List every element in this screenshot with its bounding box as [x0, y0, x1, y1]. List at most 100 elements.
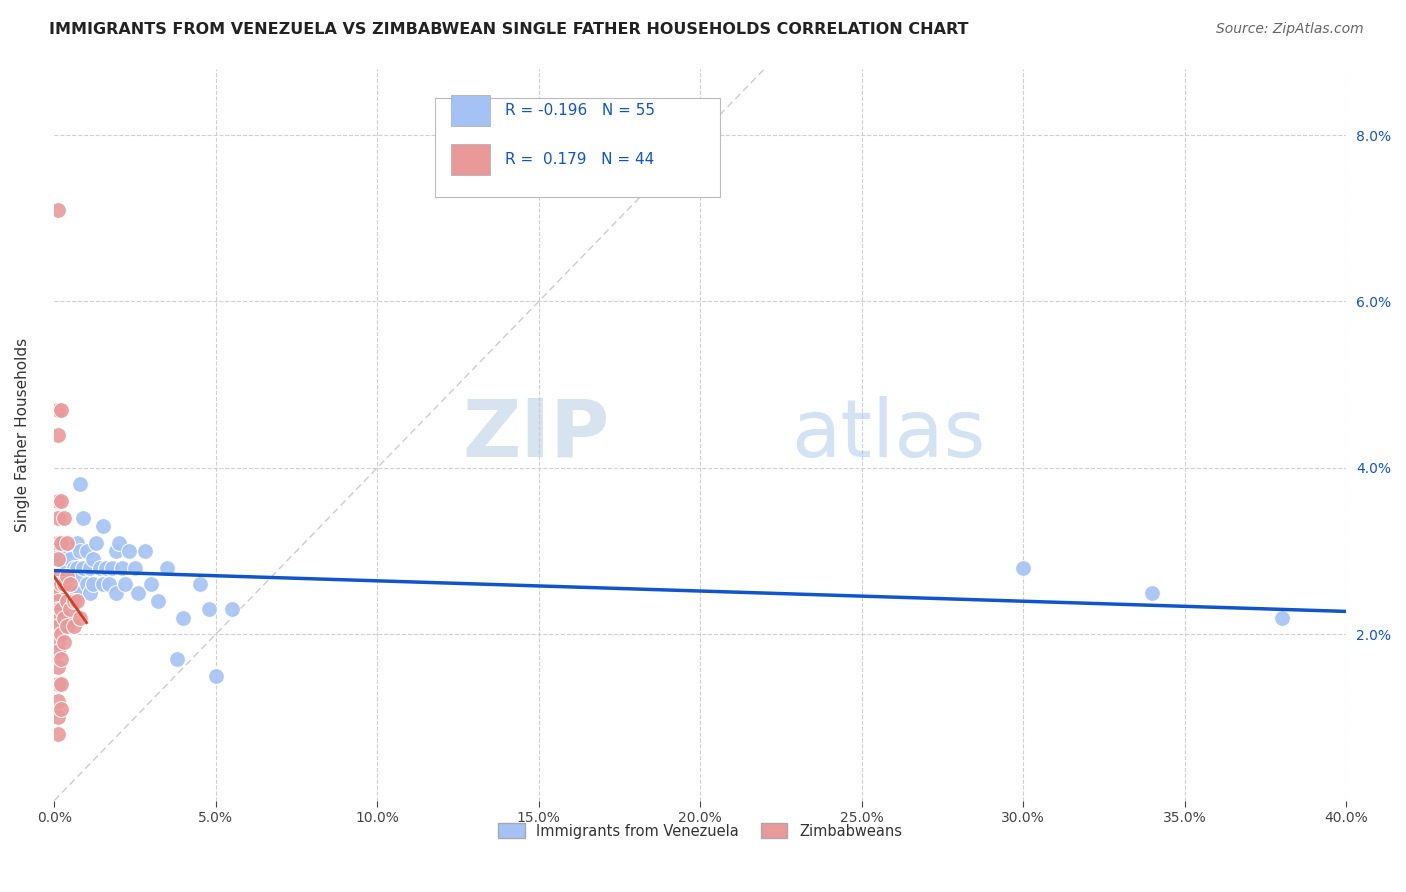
Point	[104, 544, 127, 558]
Point	[49, 627, 72, 641]
Point	[79, 560, 101, 574]
Point	[62, 619, 84, 633]
Point	[94, 560, 117, 574]
FancyBboxPatch shape	[436, 98, 720, 196]
Text: IMMIGRANTS FROM VENEZUELA VS ZIMBABWEAN SINGLE FATHER HOUSEHOLDS CORRELATION CHA: IMMIGRANTS FROM VENEZUELA VS ZIMBABWEAN …	[49, 22, 969, 37]
Point	[134, 544, 156, 558]
Point	[56, 535, 79, 549]
Point	[82, 552, 104, 566]
Point	[124, 560, 146, 574]
Point	[59, 585, 82, 599]
Point	[59, 602, 82, 616]
Point	[1142, 585, 1164, 599]
Point	[127, 585, 149, 599]
Point	[49, 702, 72, 716]
Point	[89, 560, 111, 574]
FancyBboxPatch shape	[451, 95, 489, 126]
Point	[69, 544, 91, 558]
Point	[46, 577, 69, 591]
Point	[49, 677, 72, 691]
Point	[46, 635, 69, 649]
FancyBboxPatch shape	[451, 144, 489, 175]
Point	[82, 577, 104, 591]
Point	[173, 610, 195, 624]
Point	[49, 494, 72, 508]
Point	[56, 585, 79, 599]
Point	[79, 585, 101, 599]
Point	[46, 710, 69, 724]
Point	[53, 610, 76, 624]
Text: Source: ZipAtlas.com: Source: ZipAtlas.com	[1216, 22, 1364, 37]
Point	[46, 202, 69, 217]
Point	[46, 660, 69, 674]
Point	[198, 602, 221, 616]
Point	[46, 544, 69, 558]
Point	[66, 560, 89, 574]
Point	[66, 585, 89, 599]
Point	[69, 610, 91, 624]
Point	[49, 535, 72, 549]
Point	[91, 577, 114, 591]
Point	[46, 644, 69, 658]
Point	[56, 569, 79, 583]
Point	[66, 594, 89, 608]
Point	[46, 619, 69, 633]
Point	[91, 519, 114, 533]
Text: R =  0.179   N = 44: R = 0.179 N = 44	[505, 152, 654, 167]
Point	[46, 402, 69, 417]
Point	[49, 652, 72, 666]
Point	[56, 569, 79, 583]
Point	[1270, 610, 1292, 624]
Point	[49, 552, 72, 566]
Point	[108, 535, 131, 549]
Point	[1012, 560, 1035, 574]
Text: ZIP: ZIP	[463, 395, 610, 474]
Point	[188, 577, 211, 591]
Point	[46, 610, 69, 624]
Point	[117, 544, 139, 558]
Point	[141, 577, 163, 591]
Point	[53, 510, 76, 524]
Point	[166, 652, 188, 666]
Point	[46, 535, 69, 549]
Point	[46, 427, 69, 442]
Point	[53, 635, 76, 649]
Legend: Immigrants from Venezuela, Zimbabweans: Immigrants from Venezuela, Zimbabweans	[492, 817, 908, 845]
Point	[46, 552, 69, 566]
Point	[146, 594, 169, 608]
Point	[49, 577, 72, 591]
Point	[49, 577, 72, 591]
Point	[59, 577, 82, 591]
Text: atlas: atlas	[790, 395, 986, 474]
Point	[69, 569, 91, 583]
Point	[49, 602, 72, 616]
Point	[66, 535, 89, 549]
Point	[98, 577, 121, 591]
Point	[62, 594, 84, 608]
Point	[114, 577, 136, 591]
Point	[53, 560, 76, 574]
Point	[56, 619, 79, 633]
Point	[72, 560, 94, 574]
Point	[46, 677, 69, 691]
Point	[56, 594, 79, 608]
Point	[53, 535, 76, 549]
Point	[46, 585, 69, 599]
Point	[59, 552, 82, 566]
Point	[204, 669, 226, 683]
Point	[59, 569, 82, 583]
Point	[104, 585, 127, 599]
Point	[46, 510, 69, 524]
Point	[62, 560, 84, 574]
Point	[101, 560, 124, 574]
Point	[46, 594, 69, 608]
Point	[69, 477, 91, 491]
Point	[46, 494, 69, 508]
Point	[53, 577, 76, 591]
Text: R = -0.196   N = 55: R = -0.196 N = 55	[505, 103, 655, 118]
Point	[62, 585, 84, 599]
Point	[76, 544, 98, 558]
Y-axis label: Single Father Households: Single Father Households	[15, 337, 30, 532]
Point	[221, 602, 243, 616]
Point	[72, 510, 94, 524]
